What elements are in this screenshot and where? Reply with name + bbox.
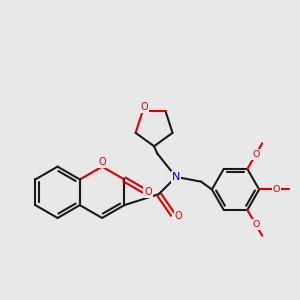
Text: O: O [99, 157, 106, 167]
Text: O: O [144, 187, 152, 197]
Text: O: O [140, 102, 148, 112]
Text: N: N [172, 172, 180, 182]
Text: O: O [252, 220, 260, 230]
Text: O: O [175, 211, 182, 221]
Text: O: O [252, 150, 260, 159]
Text: O: O [273, 185, 280, 194]
